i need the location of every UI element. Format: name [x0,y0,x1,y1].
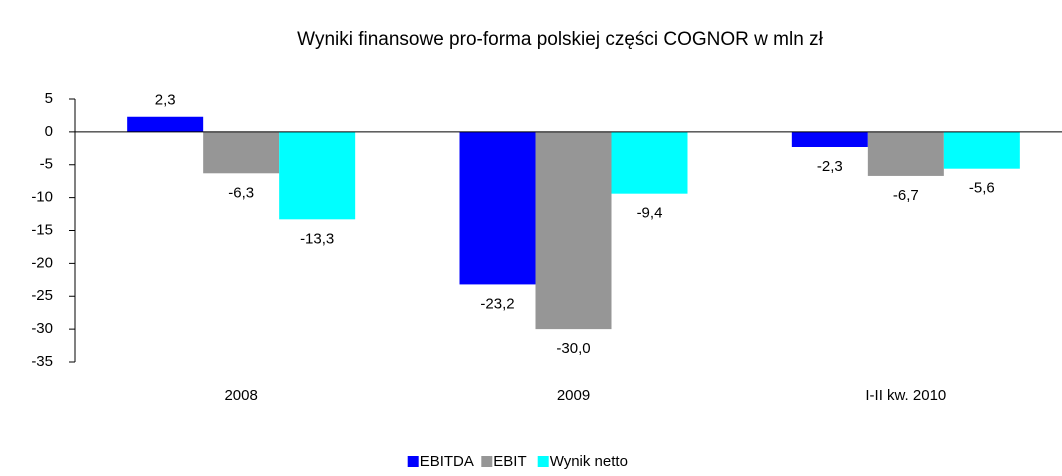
bar [127,116,204,132]
y-tick-label: -35 [31,353,53,370]
bar [791,131,868,147]
legend-label: EBITDA [420,453,474,470]
y-tick-label: -5 [40,156,53,173]
value-label: -5,6 [969,180,995,197]
bar [867,131,944,176]
y-tick-label: -20 [31,254,53,271]
y-tick-label: -25 [31,287,53,304]
legend-swatch [481,456,493,467]
y-tick-label: -15 [31,221,53,238]
x-tick-label: 2009 [557,387,590,404]
value-label: -6,3 [228,184,254,201]
legend-swatch [407,456,419,467]
legend-label: EBIT [493,453,526,470]
y-tick-label: -10 [31,189,53,206]
value-label: -23,2 [480,295,514,312]
value-label: -6,7 [893,187,919,204]
value-label: -9,4 [637,205,663,222]
value-label: 2,3 [155,92,176,109]
bar [459,131,536,285]
x-tick-label: 2008 [224,387,257,404]
chart-title: Wyniki finansowe pro-forma polskiej częś… [297,29,823,50]
legend-swatch [537,456,549,467]
bar [611,131,688,194]
bar [943,131,1020,169]
y-tick-label: 5 [45,90,53,107]
legend-label: Wynik netto [550,453,628,470]
bar [203,131,280,174]
y-tick-label: 0 [45,123,53,140]
y-tick-label: -30 [31,320,53,337]
bar [535,131,612,330]
value-label: -13,3 [300,230,334,247]
x-tick-label: I-II kw. 2010 [865,387,946,404]
value-label: -30,0 [556,340,590,357]
bar [279,131,356,220]
value-label: -2,3 [817,158,843,175]
